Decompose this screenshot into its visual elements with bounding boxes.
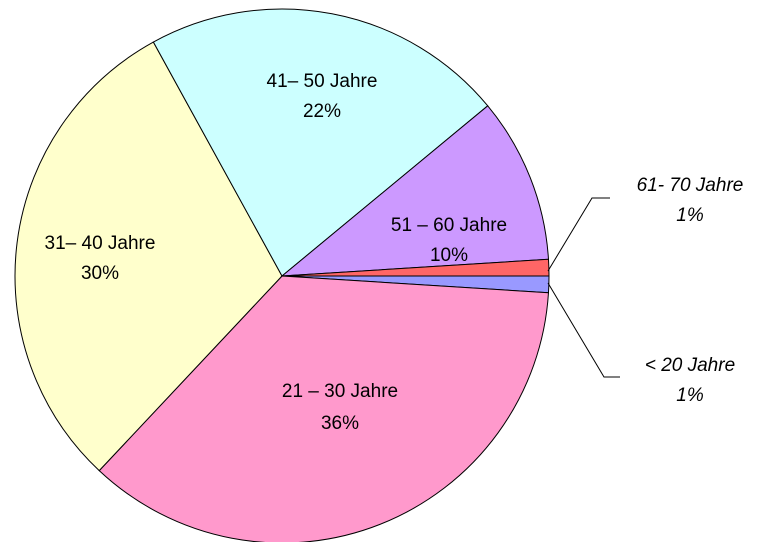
leader-line xyxy=(547,282,620,378)
pie-slice xyxy=(280,105,550,277)
leader-line xyxy=(547,197,610,272)
pie-slice xyxy=(281,258,550,277)
value-label: 1% xyxy=(676,205,704,226)
slice-label: 61- 70 Jahre xyxy=(637,175,744,196)
pie-slice xyxy=(14,41,283,472)
value-label: 10% xyxy=(430,245,468,266)
slice-label: 51 – 60 Jahre xyxy=(391,215,507,236)
slice-label: < 20 Jahre xyxy=(645,355,735,376)
slice-label: 31– 40 Jahre xyxy=(45,233,156,254)
pie-slice xyxy=(152,8,489,277)
value-label: 36% xyxy=(321,413,359,434)
pie-slice xyxy=(98,275,550,542)
value-label: 22% xyxy=(303,101,341,122)
value-label: 30% xyxy=(81,263,119,284)
value-label: 1% xyxy=(676,385,704,406)
slice-label: 21 – 30 Jahre xyxy=(282,381,398,402)
slice-label: 41– 50 Jahre xyxy=(267,71,378,92)
